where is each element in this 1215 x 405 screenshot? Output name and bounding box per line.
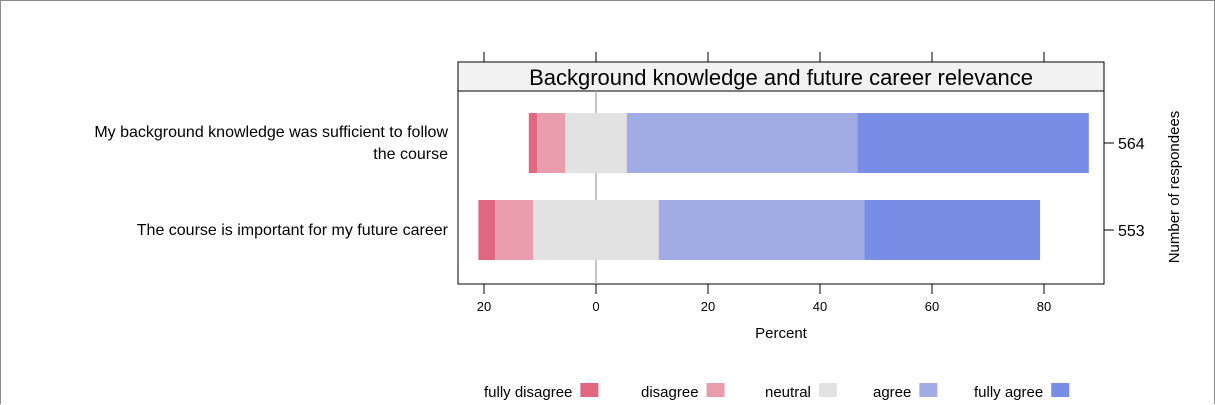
right-axis-label: Number of respondees bbox=[1166, 111, 1183, 264]
bar-segment-fully-agree bbox=[864, 200, 1041, 260]
bar-segment-fully-disagree bbox=[478, 200, 496, 260]
category-label: The course is important for my future ca… bbox=[137, 222, 449, 239]
bar-segment-agree bbox=[658, 200, 865, 260]
bar-segment-agree bbox=[626, 113, 858, 173]
respondent-counts: 564 553 bbox=[1104, 136, 1145, 240]
x-tick-label: 80 bbox=[1037, 299, 1051, 314]
bar-segment-fully-disagree bbox=[528, 113, 538, 173]
legend-swatch bbox=[919, 383, 938, 397]
legend-label: agree bbox=[873, 384, 911, 401]
legend-swatch bbox=[580, 383, 599, 397]
legend-label: neutral bbox=[765, 384, 811, 401]
x-tick-label: 20 bbox=[701, 299, 715, 314]
legend-swatch bbox=[818, 383, 837, 397]
bottom-axis: 20 0 20 40 60 80 bbox=[477, 284, 1051, 314]
category-label: the course bbox=[373, 146, 448, 163]
respondent-count: 564 bbox=[1118, 136, 1145, 153]
category-label: My background knowledge was sufficient t… bbox=[94, 124, 448, 141]
x-tick-label: 20 bbox=[477, 299, 491, 314]
bar-segment-neutral bbox=[533, 200, 659, 260]
top-axis-ticks bbox=[483, 52, 1045, 62]
plot-panel bbox=[457, 90, 1105, 285]
x-axis-label: Percent bbox=[755, 325, 808, 342]
bar-segments bbox=[478, 113, 1089, 260]
category-labels: My background knowledge was sufficient t… bbox=[94, 124, 448, 239]
bar-segment-disagree bbox=[537, 113, 566, 173]
legend-swatch bbox=[706, 383, 725, 397]
legend-label: fully disagree bbox=[484, 384, 572, 401]
x-tick-label: 0 bbox=[592, 299, 599, 314]
legend: fully disagree disagree neutral agree fully … bbox=[484, 383, 1070, 401]
bar-segment-disagree bbox=[495, 200, 534, 260]
legend-label: disagree bbox=[641, 384, 699, 401]
respondent-count: 553 bbox=[1118, 223, 1145, 240]
legend-label: fully agree bbox=[974, 384, 1043, 401]
bar-segment-fully-agree bbox=[857, 113, 1089, 173]
bar-segment-neutral bbox=[565, 113, 627, 173]
x-tick-label: 40 bbox=[813, 299, 827, 314]
chart-title: Background knowledge and future career r… bbox=[529, 65, 1033, 90]
legend-swatch bbox=[1051, 383, 1070, 397]
x-tick-label: 60 bbox=[925, 299, 939, 314]
title-strip: Background knowledge and future career r… bbox=[457, 61, 1105, 92]
